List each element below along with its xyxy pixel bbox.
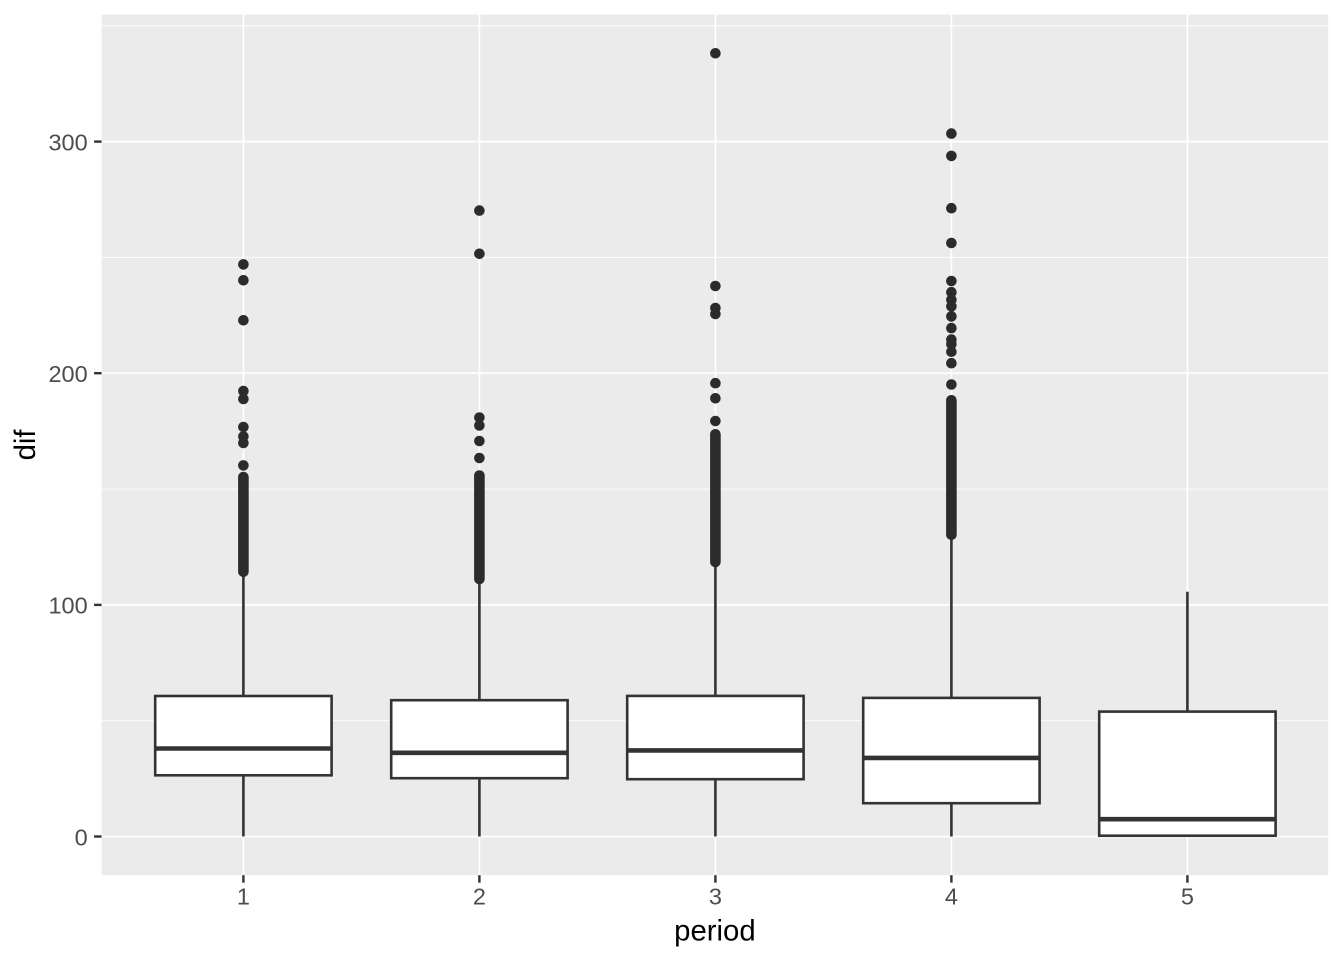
svg-text:100: 100 [48, 593, 87, 619]
svg-text:5: 5 [1181, 884, 1194, 910]
svg-text:2: 2 [473, 884, 486, 910]
svg-text:dif: dif [9, 429, 42, 461]
svg-text:4: 4 [945, 884, 958, 910]
svg-text:300: 300 [48, 129, 87, 155]
svg-text:3: 3 [709, 884, 722, 910]
svg-text:0: 0 [75, 824, 88, 850]
svg-text:200: 200 [48, 361, 87, 387]
svg-text:period: period [674, 914, 755, 947]
svg-text:1: 1 [237, 884, 250, 910]
